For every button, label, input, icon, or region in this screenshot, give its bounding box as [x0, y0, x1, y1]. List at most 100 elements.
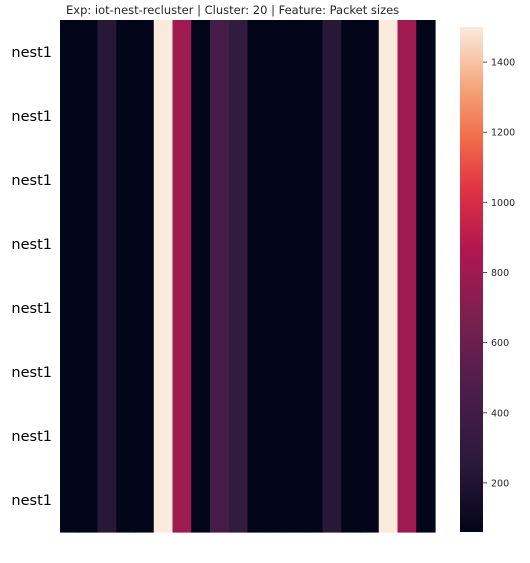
heatmap-cell	[191, 340, 211, 405]
heatmap-cell	[285, 276, 305, 341]
heatmap-cell	[60, 276, 80, 341]
heatmap-cell	[322, 404, 342, 469]
heatmap-cell	[303, 148, 324, 213]
colorbar-tick-label: 200	[491, 478, 509, 489]
heatmap-cell	[172, 212, 192, 277]
heatmap-cell	[266, 276, 286, 341]
heatmap-cell	[172, 340, 192, 405]
heatmap-cell	[153, 20, 174, 85]
heatmap-cell	[266, 84, 286, 149]
heatmap-cell	[97, 340, 117, 405]
heatmap-cell	[78, 340, 99, 405]
heatmap-cell	[397, 212, 417, 277]
heatmap-cell	[191, 20, 211, 85]
heatmap-cell	[228, 148, 249, 213]
heatmap-cell	[378, 148, 399, 213]
row-label: nest1	[11, 109, 52, 125]
row-label: nest1	[11, 365, 52, 381]
row-label: nest1	[11, 173, 52, 189]
row-label: nest1	[11, 429, 52, 445]
heatmap-cell	[247, 404, 267, 469]
heatmap-cell	[191, 404, 211, 469]
heatmap-cell	[397, 404, 417, 469]
heatmap-cell	[247, 340, 267, 405]
heatmap-cell	[135, 276, 155, 341]
heatmap-cell	[172, 276, 192, 341]
heatmap-cell	[360, 468, 380, 533]
heatmap-cell	[97, 84, 117, 149]
heatmap-cell	[228, 20, 249, 85]
heatmap-cell	[60, 148, 80, 213]
heatmap-cell	[135, 148, 155, 213]
heatmap-cell	[341, 148, 361, 213]
colorbar-tick-label: 800	[491, 268, 509, 279]
row-labels: nest1 nest1 nest1 nest1 nest1 nest1 nest1 nest1	[11, 45, 52, 509]
heatmap-cell	[341, 340, 361, 405]
heatmap-cell	[228, 212, 249, 277]
heatmap-cell	[116, 276, 136, 341]
heatmap-cell	[135, 84, 155, 149]
heatmap-cell	[397, 276, 417, 341]
heatmap-cell	[266, 340, 286, 405]
heatmap-cell	[397, 468, 417, 533]
heatmap-cell	[78, 212, 99, 277]
heatmap-cell	[135, 404, 155, 469]
heatmap-cell	[228, 468, 249, 533]
heatmap-cell	[172, 148, 192, 213]
heatmap-cell	[397, 340, 417, 405]
heatmap-cell	[116, 404, 136, 469]
heatmap-cell	[378, 340, 399, 405]
heatmap-cell	[210, 20, 230, 85]
heatmap-cell	[210, 84, 230, 149]
colorbar-tick-label: 1400	[491, 58, 515, 69]
heatmap-cell	[78, 468, 99, 533]
heatmap-cell	[210, 212, 230, 277]
heatmap-cell	[397, 148, 417, 213]
heatmap-cell	[378, 276, 399, 341]
heatmap-cell	[247, 148, 267, 213]
heatmap-cell	[191, 84, 211, 149]
heatmap-cell	[341, 84, 361, 149]
heatmap-cell	[228, 276, 249, 341]
heatmap-cell	[285, 340, 305, 405]
heatmap-cell	[172, 20, 192, 85]
heatmap-cell	[247, 468, 267, 533]
heatmap-cell	[135, 340, 155, 405]
heatmap-cell	[285, 212, 305, 277]
heatmap-cell	[303, 84, 324, 149]
heatmap-cell	[322, 276, 342, 341]
row-label: nest1	[11, 301, 52, 317]
heatmap-cell	[228, 340, 249, 405]
heatmap-cell	[247, 212, 267, 277]
heatmap-cell	[285, 148, 305, 213]
heatmap-cell	[360, 276, 380, 341]
heatmap-cell	[153, 340, 174, 405]
heatmap-cell	[322, 20, 342, 85]
heatmap-cell	[228, 84, 249, 149]
heatmap-cell	[378, 404, 399, 469]
heatmap-cell	[135, 20, 155, 85]
heatmap-cell	[341, 404, 361, 469]
colorbar-tick-label: 1000	[491, 198, 515, 209]
heatmap-cell	[210, 276, 230, 341]
heatmap-cell	[266, 404, 286, 469]
heatmap-cell	[78, 84, 99, 149]
heatmap-cells	[60, 20, 436, 533]
heatmap-cell	[116, 84, 136, 149]
heatmap-cell	[135, 468, 155, 533]
colorbar	[460, 27, 483, 532]
heatmap-cell	[172, 84, 192, 149]
heatmap-cell	[191, 276, 211, 341]
heatmap-cell	[191, 468, 211, 533]
heatmap-cell	[303, 340, 324, 405]
chart-title: Exp: iot-nest-recluster | Cluster: 20 | …	[66, 3, 399, 17]
colorbar-tick-label: 1200	[491, 128, 515, 139]
row-label: nest1	[11, 493, 52, 509]
heatmap-cell	[416, 84, 436, 149]
row-label: nest1	[11, 237, 52, 253]
heatmap-cell	[378, 20, 399, 85]
heatmap-cell	[378, 468, 399, 533]
heatmap-cell	[416, 276, 436, 341]
heatmap-cell	[322, 212, 342, 277]
